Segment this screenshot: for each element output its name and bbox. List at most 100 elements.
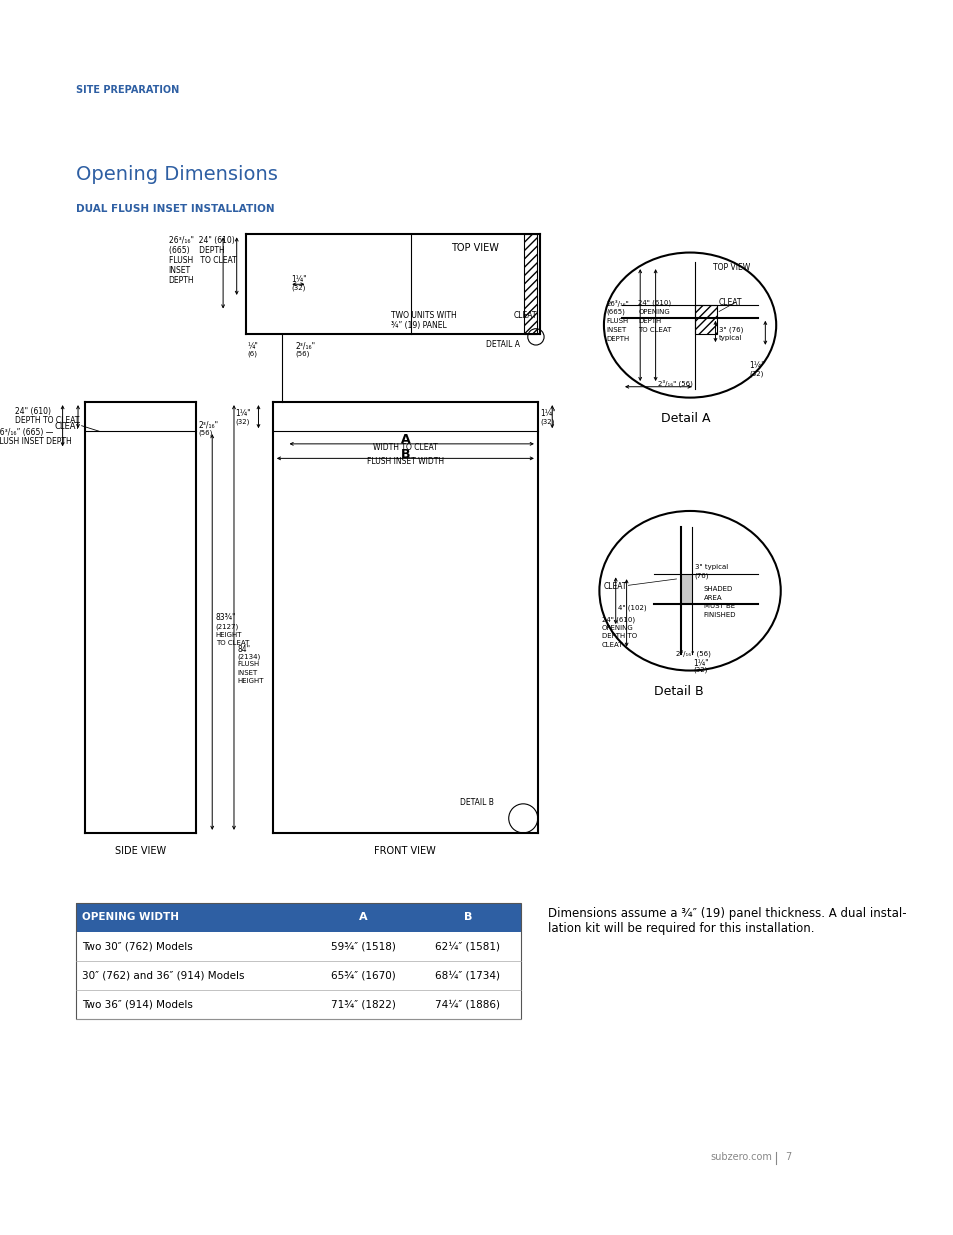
Text: CLEAT: CLEAT: [55, 422, 81, 431]
Text: (32): (32): [693, 667, 707, 673]
Text: OPENING: OPENING: [601, 625, 633, 631]
Bar: [680, 574, 691, 604]
Text: (6): (6): [248, 351, 257, 357]
Text: DEPTH: DEPTH: [606, 336, 629, 342]
Text: (56): (56): [198, 430, 213, 436]
Text: CLEAT: CLEAT: [601, 641, 623, 647]
Text: Detail B: Detail B: [653, 685, 702, 698]
Text: DETAIL A: DETAIL A: [485, 340, 519, 348]
Text: FLUSH: FLUSH: [237, 662, 259, 667]
Text: 2³/₁₆" (56): 2³/₁₆" (56): [658, 379, 693, 387]
Text: 1¼": 1¼": [693, 658, 709, 668]
Text: 24" (610): 24" (610): [14, 406, 51, 416]
Text: FLUSH INSET DEPTH: FLUSH INSET DEPTH: [0, 437, 71, 446]
Bar: [694, 305, 717, 335]
Text: TOP VIEW: TOP VIEW: [712, 263, 749, 273]
Text: INSET: INSET: [169, 266, 191, 275]
Text: CLEAT: CLEAT: [603, 582, 627, 590]
Text: B: B: [400, 448, 410, 462]
Text: (665)    DEPTH: (665) DEPTH: [169, 246, 224, 256]
Text: (76): (76): [694, 573, 708, 579]
Text: 3" (76): 3" (76): [719, 327, 742, 333]
Text: 26³/₁₆” (665) —: 26³/₁₆” (665) —: [0, 427, 53, 436]
Text: TOP VIEW: TOP VIEW: [451, 243, 498, 253]
Text: A: A: [400, 433, 410, 446]
Text: HEIGHT: HEIGHT: [237, 678, 264, 684]
Text: 1¼": 1¼": [234, 410, 251, 419]
Text: Detail A: Detail A: [660, 412, 710, 425]
Bar: [523, 235, 537, 335]
Text: FINISHED: FINISHED: [703, 611, 736, 618]
Text: TO CLEAT: TO CLEAT: [638, 327, 671, 333]
Text: WIDTH TO CLEAT: WIDTH TO CLEAT: [373, 443, 437, 452]
Text: ¼": ¼": [248, 341, 258, 351]
Text: (32): (32): [540, 419, 555, 425]
Text: ¾” (19) PANEL: ¾” (19) PANEL: [391, 321, 446, 330]
Text: FLUSH INSET WIDTH: FLUSH INSET WIDTH: [366, 457, 443, 467]
Text: Dimensions assume a ¾″ (19) panel thickness. A dual instal-: Dimensions assume a ¾″ (19) panel thickn…: [547, 906, 905, 920]
Text: 59¾″ (1518): 59¾″ (1518): [331, 941, 395, 951]
Text: 83¾": 83¾": [215, 614, 236, 622]
Text: 3" typical: 3" typical: [694, 563, 727, 569]
Text: lation kit will be required for this installation.: lation kit will be required for this ins…: [547, 921, 813, 935]
Text: 1¼": 1¼": [540, 410, 556, 419]
Text: 68¼″ (1734): 68¼″ (1734): [435, 971, 500, 981]
Text: 30″ (762) and 36″ (914) Models: 30″ (762) and 36″ (914) Models: [82, 971, 244, 981]
Text: Two 30″ (762) Models: Two 30″ (762) Models: [82, 941, 193, 951]
Text: (32): (32): [748, 370, 762, 377]
Text: 26³/₁₆"  24" (610): 26³/₁₆" 24" (610): [169, 236, 234, 246]
Text: 24" (610): 24" (610): [601, 616, 635, 622]
Text: 74¼″ (1886): 74¼″ (1886): [435, 999, 500, 1009]
Text: 71¾″ (1822): 71¾″ (1822): [331, 999, 395, 1009]
Text: 26³/₁₆": 26³/₁₆": [606, 300, 629, 306]
Text: DETAIL B: DETAIL B: [459, 798, 493, 808]
Text: CLEAT: CLEAT: [719, 298, 741, 306]
Text: B: B: [463, 913, 472, 923]
Text: 65¾″ (1670): 65¾″ (1670): [331, 971, 395, 981]
Text: 1¼": 1¼": [748, 362, 764, 370]
Text: TO CLEAT: TO CLEAT: [215, 640, 249, 646]
Text: (665): (665): [606, 309, 625, 315]
Text: 4" (102): 4" (102): [617, 604, 645, 611]
Text: 7: 7: [784, 1152, 791, 1162]
Text: (32): (32): [291, 284, 305, 290]
Text: DEPTH: DEPTH: [169, 277, 194, 285]
Text: subzero.com: subzero.com: [710, 1152, 772, 1162]
Text: Two 36″ (914) Models: Two 36″ (914) Models: [82, 999, 193, 1009]
Text: DEPTH: DEPTH: [638, 317, 661, 324]
Text: 2³/₁₆" (56): 2³/₁₆" (56): [676, 650, 711, 657]
Text: FRONT VIEW: FRONT VIEW: [375, 846, 436, 856]
Text: 2³/₁₆": 2³/₁₆": [295, 341, 315, 351]
Text: DEPTH TO: DEPTH TO: [601, 634, 637, 640]
Text: SITE PREPARATION: SITE PREPARATION: [76, 85, 179, 95]
Text: DUAL FLUSH INSET INSTALLATION: DUAL FLUSH INSET INSTALLATION: [76, 205, 274, 215]
Text: (2127): (2127): [215, 624, 239, 630]
Text: (2134): (2134): [237, 653, 260, 659]
Text: 84": 84": [237, 645, 251, 655]
Text: (56): (56): [295, 351, 310, 357]
Text: DEPTH TO CLEAT: DEPTH TO CLEAT: [14, 416, 79, 425]
Text: SIDE VIEW: SIDE VIEW: [115, 846, 166, 856]
Text: HEIGHT: HEIGHT: [215, 631, 242, 637]
Text: MUST BE: MUST BE: [703, 604, 734, 609]
Text: FLUSH: FLUSH: [606, 317, 628, 324]
Text: INSET: INSET: [606, 327, 626, 333]
Text: AREA: AREA: [703, 595, 721, 601]
Text: INSET: INSET: [237, 669, 257, 676]
Text: SHADED: SHADED: [703, 587, 732, 593]
Text: OPENING: OPENING: [638, 309, 669, 315]
Text: CLEAT: CLEAT: [513, 311, 537, 320]
Text: OPENING WIDTH: OPENING WIDTH: [82, 913, 178, 923]
Text: 24" (610): 24" (610): [638, 300, 671, 306]
Bar: [76, 903, 520, 1019]
Text: typical: typical: [719, 335, 741, 341]
Text: (32): (32): [234, 419, 249, 425]
Bar: [76, 903, 520, 931]
Text: A: A: [359, 913, 368, 923]
Text: Opening Dimensions: Opening Dimensions: [76, 164, 277, 184]
Text: 62¼″ (1581): 62¼″ (1581): [435, 941, 500, 951]
Text: 1¼": 1¼": [291, 275, 307, 284]
Text: 2³/₁₆": 2³/₁₆": [198, 420, 218, 430]
Text: FLUSH   TO CLEAT: FLUSH TO CLEAT: [169, 256, 236, 266]
Text: TWO UNITS WITH: TWO UNITS WITH: [391, 311, 456, 320]
